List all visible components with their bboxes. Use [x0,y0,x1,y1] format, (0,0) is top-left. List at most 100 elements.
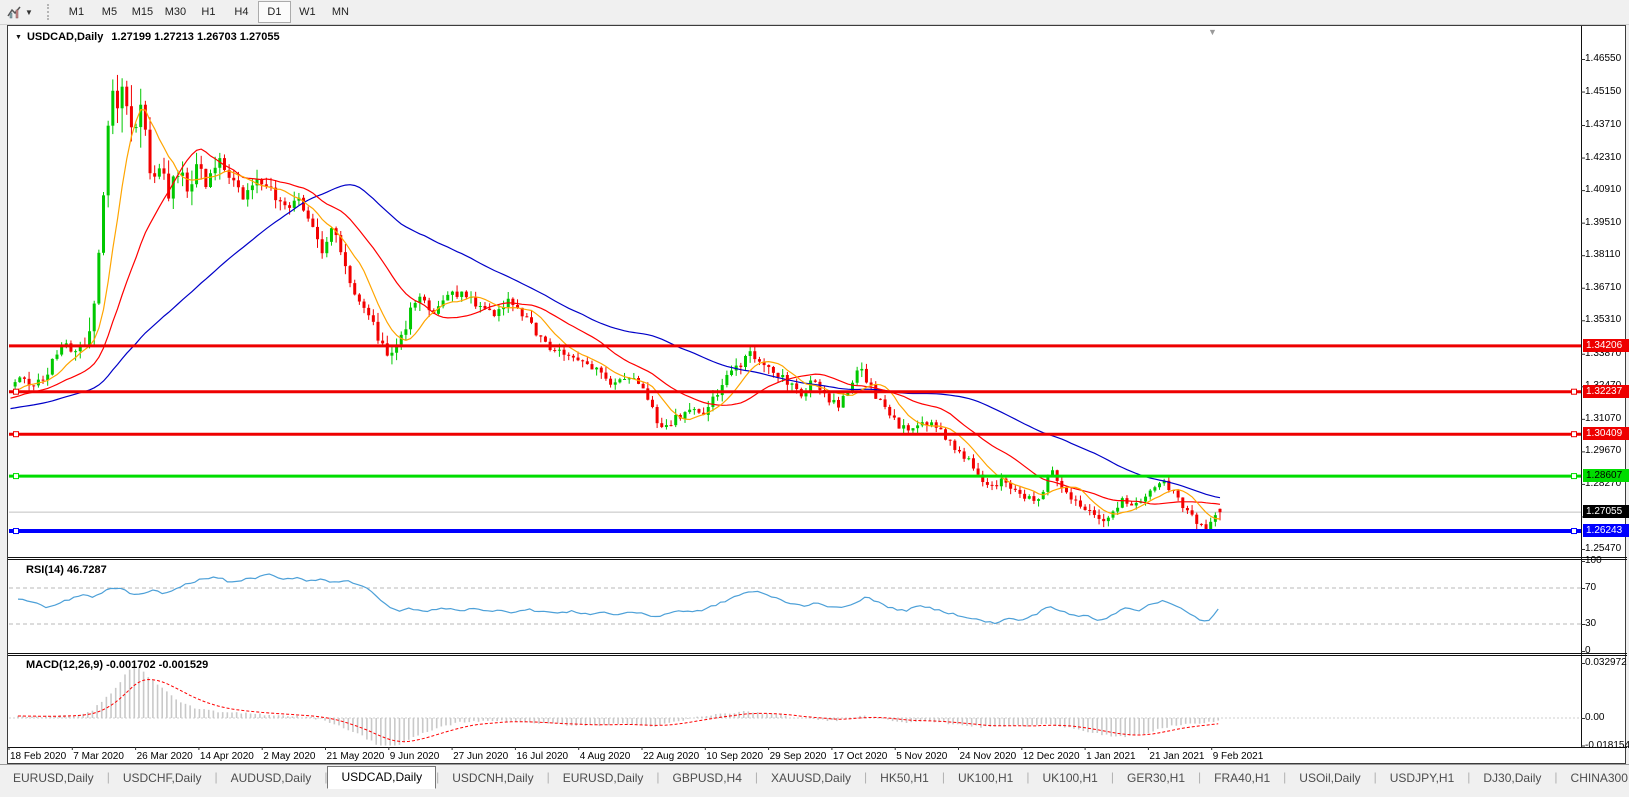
rsi-tick-label: 0 [1585,645,1591,656]
tab-separator: | [324,769,328,784]
symbol-tab-ger30-h1[interactable]: GER30,H1 [1126,771,1186,785]
macd-tick-label: 0.032972 [1585,657,1627,668]
price-tick-label: 1.29670 [1585,445,1622,457]
price-tick-label: 1.31070 [1585,412,1622,424]
tab-separator: | [1467,769,1471,784]
timeframe-button-h1[interactable]: H1 [201,6,216,18]
tab-separator: | [436,769,440,784]
symbol-tab-xauusd-daily[interactable]: XAUUSD,Daily [771,771,852,785]
symbol-tab-usdjpy-h1[interactable]: USDJPY,H1 [1389,771,1455,785]
level-price-label: 1.30409 [1583,427,1629,441]
macd-tick-label: 0.00 [1585,712,1605,723]
rsi-line [17,573,1219,625]
timeframe-button-m5[interactable]: M5 [101,6,118,18]
timeframe-button-w1[interactable]: W1 [299,6,316,18]
symbol-tab-china300-h1[interactable]: CHINA300,H1 [1570,771,1629,785]
symbol-tab-bar: EURUSD,Daily | USDCHF,Daily | AUDUSD,Daily | U… [0,764,1629,789]
horizontal-level-lines[interactable] [9,344,1581,535]
price-tick-label: 1.28270 [1585,477,1622,489]
level-handle[interactable] [13,528,19,535]
level-handle[interactable] [1571,431,1577,438]
symbol-tab-audusd-daily[interactable]: AUDUSD,Daily [230,771,312,785]
tab-separator: | [1198,769,1202,784]
price-tick-label: 1.46550 [1585,53,1622,64]
timeframe-button-m15[interactable]: M15 [131,6,154,18]
chart-tool-icon[interactable]: ▼ [3,2,37,22]
macd-signal-line [18,678,1219,743]
rsi-tick-label: 70 [1585,582,1597,593]
price-tick-label: 1.42310 [1585,151,1622,163]
level-handle[interactable] [1571,388,1577,395]
tab-separator: | [941,769,945,784]
tab-separator: | [214,769,218,784]
line-chart-icon [7,6,21,19]
date-tick-label: 22 Aug 2020 [643,751,700,762]
timeframe-button-m1[interactable]: M1 [68,6,85,18]
price-tick-label: 1.39510 [1585,216,1622,228]
price-tick-label: 1.40910 [1585,184,1622,196]
symbol-tab-uk100-h1[interactable]: UK100,H1 [957,771,1014,785]
date-tick-label: 2 May 2020 [263,751,316,762]
timeframe-button-mn[interactable]: MN [331,6,349,18]
symbol-tab-eurusd-daily[interactable]: EURUSD,Daily [13,771,94,785]
timeframe-button-h4[interactable]: H4 [234,6,249,18]
date-tick-label: 9 Feb 2021 [1212,751,1264,762]
level-handle[interactable] [1571,473,1577,480]
macd-indicator-label: MACD(12,26,9) -0.001702 -0.001529 [26,659,209,671]
symbol-tab-usdchf-daily[interactable]: USDCHF,Daily [122,771,202,785]
level-handle[interactable] [13,473,19,480]
date-tick-label: 18 Feb 2020 [10,751,67,762]
current-price-label: 1.27055 [1583,505,1629,519]
ma-fast-line [10,108,1221,520]
date-tick-label: 27 Jun 2020 [453,751,509,762]
tab-separator: | [864,769,868,784]
symbol-tab-dj30-daily[interactable]: DJ30,Daily [1483,771,1542,785]
level-handle[interactable] [13,431,19,438]
price-tick-label: 1.35310 [1585,314,1622,326]
date-tick-label: 5 Nov 2020 [896,751,948,762]
rsi-tick-label: 30 [1585,618,1597,629]
date-tick-label: 4 Aug 2020 [579,751,631,762]
tab-separator: | [1554,769,1558,784]
tab-separator: | [656,769,660,784]
level-price-label: 1.32237 [1583,384,1629,398]
tab-separator: | [1283,769,1287,784]
date-tick-label: 12 Dec 2020 [1022,751,1080,762]
macd-histogram [17,665,1220,746]
rsi-indicator-label: RSI(14) 46.7287 [26,564,107,576]
symbol-tab-gbpusd-h4[interactable]: GBPUSD,H4 [672,771,742,785]
ma-mid-line [10,148,1221,505]
symbol-tab-uk100-h1[interactable]: UK100,H1 [1042,771,1098,785]
chart-canvas[interactable] [8,26,1627,765]
price-tick-label: 1.25470 [1585,543,1622,554]
timeframe-button-d1[interactable]: D1 [257,1,291,23]
symbol-tab-fra40-h1[interactable]: FRA40,H1 [1214,771,1271,785]
timeframe-button-m30[interactable]: M30 [164,6,187,18]
symbol-tab-hk50-h1[interactable]: HK50,H1 [880,771,929,785]
level-price-label: 1.34206 [1583,338,1629,352]
level-price-label: 1.26243 [1583,524,1629,538]
date-tick-label: 26 Mar 2020 [136,751,193,762]
price-tick-label: 1.45150 [1585,85,1622,97]
tab-separator: | [546,769,550,784]
ma-slow-line [10,184,1221,499]
tab-separator: | [1026,769,1030,784]
date-tick-label: 21 May 2020 [326,751,385,762]
symbol-tab-usdcad-daily[interactable]: USDCAD,Daily [327,766,437,789]
timeframe-toolbar: M1 M5 M15 M30 H1 H4 D1 W1 MN [60,0,357,24]
symbol-tab-usdcnh-daily[interactable]: USDCNH,Daily [452,771,534,785]
tab-separator: | [1373,769,1377,784]
level-price-label: 1.28607 [1583,469,1629,483]
date-tick-label: 7 Mar 2020 [73,751,124,762]
price-tick-label: 1.38110 [1585,249,1621,261]
toolbar-grip[interactable] [46,4,52,20]
level-handle[interactable] [13,388,19,395]
dropdown-caret-icon[interactable]: ▼ [25,7,33,17]
top-toolbar: ▼ M1 M5 M15 M30 H1 H4 D1 W1 MN [0,0,1629,25]
symbol-tab-eurusd-daily[interactable]: EURUSD,Daily [562,771,644,785]
level-handle[interactable] [1571,528,1577,535]
macd-tick-label: -0.018154 [1585,739,1629,751]
symbol-tab-usoil-daily[interactable]: USOil,Daily [1299,771,1361,785]
candlestick-series [13,74,1222,533]
tab-separator: | [1110,769,1114,784]
